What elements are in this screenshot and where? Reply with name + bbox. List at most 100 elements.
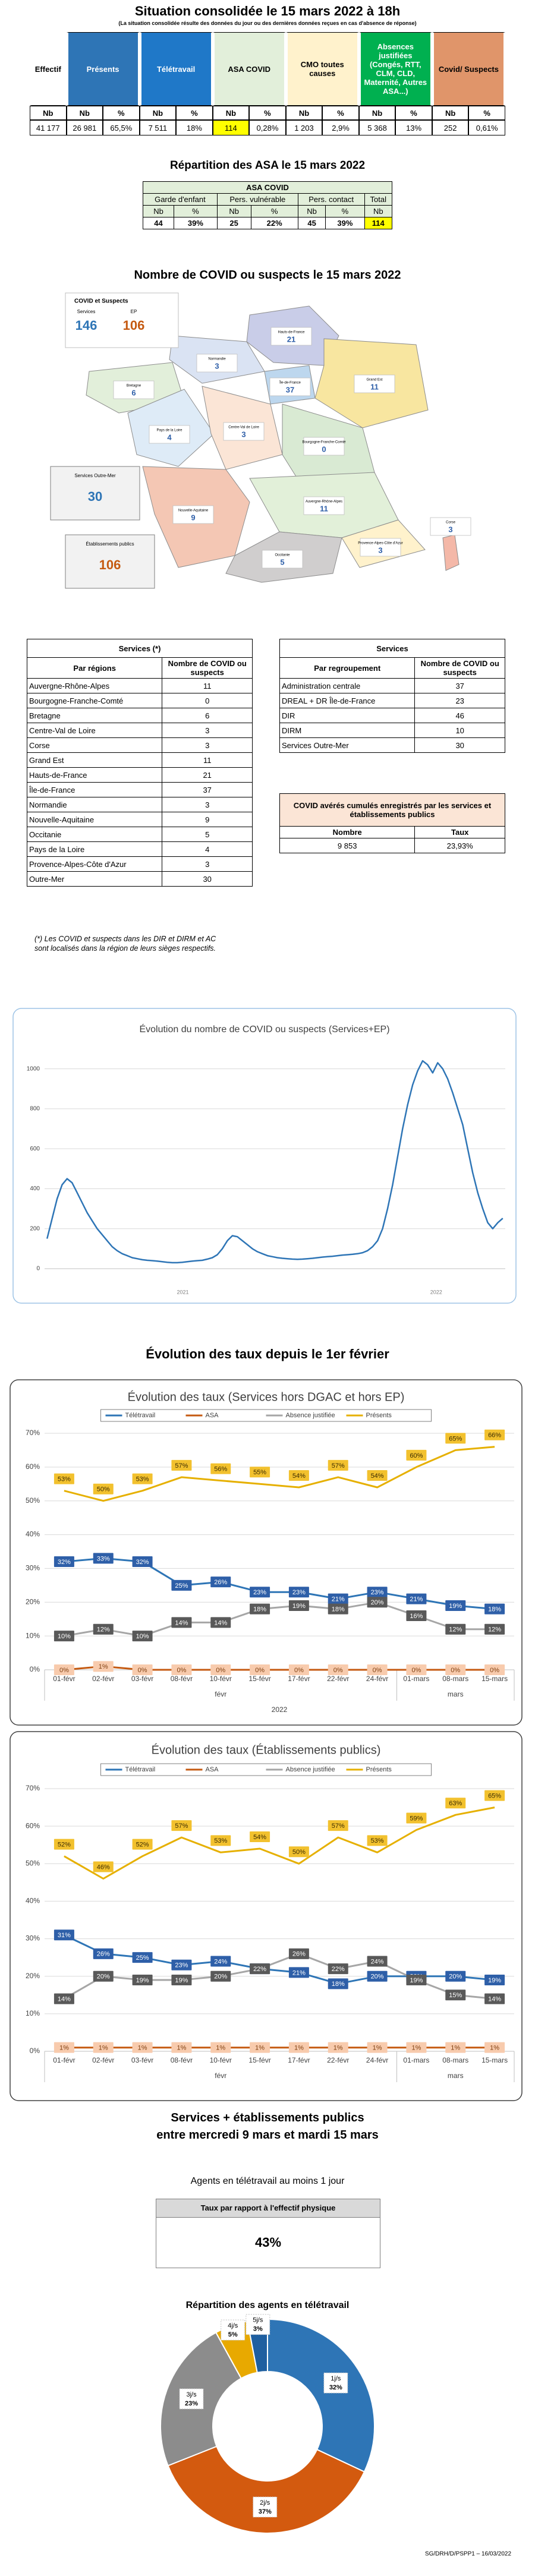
value-label: 26%: [97, 1951, 110, 1958]
value-label-box: [406, 1975, 427, 1986]
value-label-box: [171, 1975, 192, 1986]
cell-value: 4: [162, 841, 253, 857]
table-title: Services (*): [27, 639, 253, 658]
cell-value: 6: [162, 708, 253, 723]
value-label-box: [288, 1470, 309, 1481]
value-label-box: [328, 1603, 348, 1615]
region-value: 3: [378, 546, 382, 554]
x-tick-label: 08-févr: [171, 1675, 193, 1683]
category-group-label: févr: [215, 1690, 226, 1698]
value-label-box: [93, 1553, 114, 1564]
y-tick-label: 60%: [26, 1821, 40, 1830]
value-label-box: [328, 1963, 348, 1975]
value-label-box: [445, 1989, 466, 2001]
column-header: Par regroupement: [279, 657, 416, 679]
sub-header: Nb: [66, 106, 103, 120]
region-label-box: [196, 354, 238, 373]
value-label: 23%: [371, 1589, 384, 1596]
value-label: 19%: [449, 1603, 462, 1610]
value-label-box: [250, 1587, 270, 1598]
chart-title: Répartition des agents en télétravail: [186, 2300, 350, 2310]
region-value: 3: [241, 430, 246, 439]
value-label: 24%: [371, 1958, 384, 1965]
x-tick-label: 01-févr: [53, 2056, 75, 2064]
data-table: Services Par regroupement Nombre de COVID …: [279, 639, 505, 753]
value-label: 21%: [292, 1969, 306, 1976]
value-label-box: [250, 2042, 270, 2053]
value-label: 0%: [373, 1667, 382, 1674]
cell-value: 5 368: [358, 120, 396, 135]
cell-label: Hauts-de-France: [26, 767, 163, 783]
value-label: 26%: [292, 1951, 306, 1958]
cell-value: 23: [414, 693, 505, 708]
year-label: 2022: [272, 1705, 288, 1714]
value-label: 57%: [175, 1462, 188, 1470]
y-tick-label: 40%: [26, 1530, 40, 1538]
cell-value: 0,28%: [249, 120, 286, 135]
table-row: Auvergne-Rhône-Alpes 11: [26, 678, 253, 693]
value-label: 52%: [58, 1842, 71, 1849]
cell-label: Centre-Val de Loire: [26, 723, 163, 738]
groups-table-wrap: Services Par regroupement Nombre de COVID …: [279, 639, 505, 753]
region-name: Bretagne: [127, 384, 141, 388]
value-label: 65%: [488, 1792, 501, 1799]
legend-label: EP: [131, 309, 137, 314]
x-tick-label: 15-mars: [482, 1675, 508, 1683]
asa-table: ASA COVID Garde d'enfant Pers. vulnérable P…: [142, 181, 392, 229]
table-row: Pays de la Loire 4: [26, 841, 253, 857]
cell-value: 1 203: [285, 120, 323, 135]
value-label-box: [328, 1978, 348, 1989]
series-line: [64, 1806, 495, 1880]
cell-label: Nouvelle-Aquitaine: [26, 812, 163, 827]
value-label-box: [210, 1617, 231, 1628]
value-label: 0%: [451, 1667, 460, 1674]
sub-header: %: [103, 106, 140, 120]
value-label-box: [132, 1975, 153, 1986]
region-label-box: [172, 505, 214, 524]
cell-label: Pays de la Loire: [26, 841, 163, 857]
value-label: 14%: [58, 1996, 71, 2003]
legend-label: Services: [77, 309, 96, 314]
cell-label: 9 853: [279, 838, 416, 853]
value-label-box: [367, 2042, 388, 2053]
sub-header: Nb: [212, 106, 250, 120]
value-label: 18%: [253, 1606, 266, 1613]
cell-value: 23,93%: [414, 838, 505, 853]
value-label: 16%: [410, 1613, 423, 1620]
group-header: Pers. contact: [297, 193, 365, 206]
value-label-box: [367, 1835, 388, 1846]
legend-label: ASA: [206, 1766, 219, 1773]
value-label: 20%: [371, 1973, 384, 1981]
value-label-box: [171, 1820, 192, 1831]
x-tick-label: 02-févr: [92, 1675, 114, 1683]
cell-value: 41 177: [30, 120, 67, 135]
x-tick-label: 17-févr: [288, 1675, 310, 1683]
value-label: 53%: [136, 1476, 149, 1483]
legend-box: [65, 292, 179, 348]
title-row: ASA COVID: [143, 181, 392, 194]
table-row: Occitanie 5: [26, 827, 253, 842]
value-label-box: [93, 1948, 114, 1959]
data-table: COVID avérés cumulés enregistrés par les…: [279, 793, 505, 853]
region-name: Île-de-France: [279, 381, 301, 385]
slice-label-box: [253, 2496, 278, 2518]
value-label: 32%: [136, 1559, 149, 1566]
region-name: Pays de la Loire: [156, 429, 182, 433]
value-label-box: [250, 1664, 270, 1675]
cell-value: 11: [162, 678, 253, 693]
y-tick-label: 50%: [26, 1496, 40, 1505]
value-label: 50%: [97, 1486, 110, 1493]
legend-label: Présents: [366, 1412, 392, 1419]
value-label-box: [484, 2042, 505, 2053]
value-label-box: [288, 1664, 309, 1675]
y-tick-label: 50%: [26, 1859, 40, 1867]
cell-label: Auvergne-Rhône-Alpes: [26, 678, 163, 693]
region-label-box: [149, 425, 190, 444]
regions-note: (*) Les COVID et suspects dans les DIR e…: [34, 935, 216, 953]
table-row: Normandie 3: [26, 797, 253, 812]
y-tick-label: 0: [36, 1266, 40, 1272]
legend-label: Télétravail: [125, 1412, 156, 1419]
value-label: 0%: [177, 1667, 186, 1674]
header-row: Nombre Taux: [279, 826, 505, 838]
y-tick-label: 40%: [26, 1897, 40, 1905]
